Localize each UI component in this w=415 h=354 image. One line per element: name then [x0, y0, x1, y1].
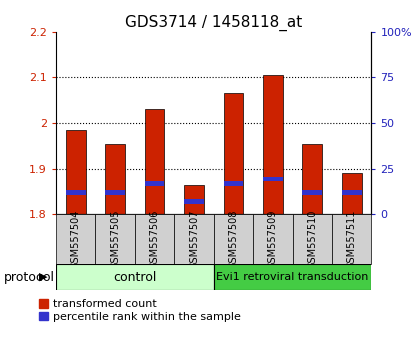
Title: GDS3714 / 1458118_at: GDS3714 / 1458118_at	[125, 14, 303, 30]
Bar	[342, 190, 361, 195]
Legend: transformed count, percentile rank within the sample: transformed count, percentile rank withi…	[39, 299, 241, 322]
Bar	[184, 199, 204, 204]
Bar	[253, 214, 293, 264]
Bar	[56, 264, 214, 290]
Bar	[332, 214, 371, 264]
Text: GSM557510: GSM557510	[307, 209, 317, 269]
Bar	[174, 214, 214, 264]
Bar	[105, 190, 125, 195]
Text: protocol: protocol	[4, 270, 55, 284]
Bar	[184, 184, 204, 214]
Text: GSM557508: GSM557508	[228, 209, 239, 269]
Text: control: control	[113, 270, 156, 284]
Bar	[224, 93, 243, 214]
Bar	[303, 143, 322, 214]
Bar	[342, 173, 361, 214]
Bar	[66, 130, 85, 214]
Bar	[66, 190, 85, 195]
Bar	[95, 214, 135, 264]
Text: GSM557507: GSM557507	[189, 209, 199, 269]
Bar	[145, 109, 164, 214]
Bar	[135, 214, 174, 264]
Text: Evi1 retroviral transduction: Evi1 retroviral transduction	[216, 272, 369, 282]
Text: GSM557509: GSM557509	[268, 209, 278, 269]
Text: ▶: ▶	[39, 272, 48, 282]
Bar	[56, 214, 95, 264]
Bar	[105, 143, 125, 214]
Bar	[293, 214, 332, 264]
Bar	[263, 75, 283, 214]
Bar	[263, 177, 283, 181]
Bar	[145, 181, 164, 186]
Text: GSM557504: GSM557504	[71, 209, 81, 269]
Bar	[224, 181, 243, 186]
Text: GSM557511: GSM557511	[347, 209, 357, 269]
Bar	[214, 214, 253, 264]
Bar	[303, 190, 322, 195]
Text: GSM557505: GSM557505	[110, 209, 120, 269]
Bar	[214, 264, 371, 290]
Text: GSM557506: GSM557506	[149, 209, 160, 269]
